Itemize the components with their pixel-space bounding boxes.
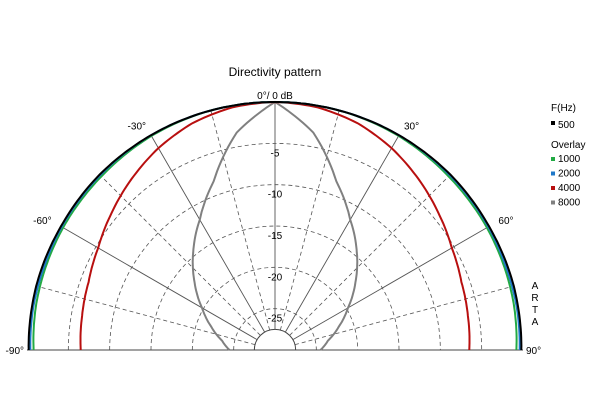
brand-letter: A — [532, 281, 539, 292]
grid-radial — [289, 174, 451, 336]
legend-swatch — [551, 186, 555, 190]
radial-tick-label: -15 — [268, 231, 283, 242]
series-curves — [27, 100, 523, 351]
grid-circle — [150, 225, 400, 351]
legend-entry: 2000 — [558, 169, 581, 180]
legend-entry: 500 — [558, 120, 575, 131]
grid-radial — [60, 225, 258, 341]
grid-radial — [150, 135, 266, 333]
legend-swatch — [551, 157, 555, 161]
legend-swatch — [551, 171, 555, 176]
legend-overlay-label: Overlay — [551, 140, 585, 151]
grid-inner-arc — [253, 328, 297, 351]
grid-radial — [284, 135, 400, 333]
grid-radial — [210, 110, 271, 331]
angle-tick-label: 60° — [498, 216, 513, 227]
legend-entry: 8000 — [558, 198, 581, 209]
legend-entry: 4000 — [558, 183, 581, 194]
angle-tick-label: 90° — [526, 346, 541, 357]
polar-grid — [27, 102, 523, 351]
grid-radial — [35, 285, 256, 346]
axis-labels: 0°/ 0 dB -5 -10 -15 -20 -25 -90° -60° -30° 30° 60°… — [6, 91, 542, 357]
radial-tick-label: -20 — [268, 272, 283, 283]
brand-letter: A — [532, 317, 539, 328]
top-label: 0°/ 0 dB — [257, 91, 293, 102]
legend-swatch — [551, 121, 555, 125]
brand-letter: T — [532, 305, 538, 316]
radial-tick-label: -5 — [271, 148, 280, 159]
chart-title: Directivity pattern — [229, 65, 322, 79]
radial-tick-label: -10 — [268, 190, 283, 201]
legend-title: F(Hz) — [551, 103, 576, 114]
series-line-500 — [27, 101, 523, 351]
grid-radial — [99, 174, 261, 336]
legend-entry: 1000 — [558, 154, 581, 165]
grid-radial — [294, 285, 515, 346]
angle-tick-label: -30° — [128, 122, 146, 133]
angle-tick-label: -90° — [6, 346, 24, 357]
grid-radial — [292, 225, 490, 341]
radial-tick-label: -25 — [268, 314, 283, 325]
legend: F(Hz) 500 Overlay 1000 2000 4000 8000 — [551, 103, 585, 209]
grid-radial — [279, 110, 340, 331]
brand-letter: R — [531, 293, 538, 304]
angle-tick-label: 30° — [404, 122, 419, 133]
angle-tick-label: -60° — [33, 216, 51, 227]
legend-swatch — [551, 200, 555, 205]
